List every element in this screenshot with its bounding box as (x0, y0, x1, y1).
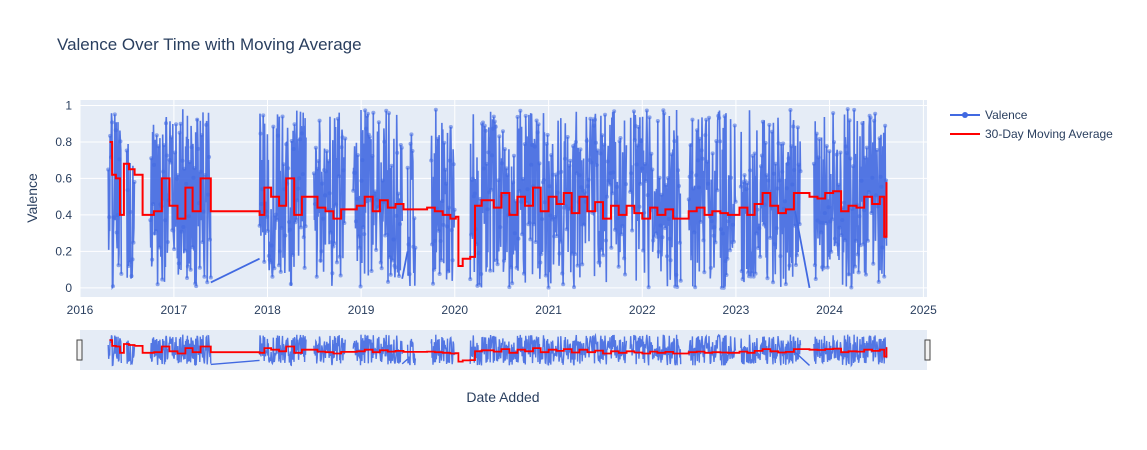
range-slider-right-handle[interactable] (924, 339, 931, 361)
valence-series (106, 107, 889, 291)
x-tick-label: 2020 (441, 303, 468, 317)
valence-connector (210, 257, 260, 284)
x-axis-ticks: 2016 2017 2018 2019 2020 2021 2022 2023 2024 2025 (67, 303, 937, 317)
slider-valence-segment (258, 334, 307, 367)
y-tick-label: 0.2 (55, 244, 72, 258)
valence-markers (405, 132, 418, 277)
valence-segment (469, 110, 628, 288)
slider-valence-segment (469, 332, 628, 366)
slider-valence-segment (149, 334, 212, 366)
legend-label-valence: Valence (985, 108, 1028, 122)
y-axis-title: Valence (24, 173, 40, 223)
valence-markers (311, 116, 348, 279)
valence-markers (257, 113, 308, 286)
slider-moving-average-line (109, 339, 888, 363)
slider-valence-segment (688, 333, 737, 366)
valence-markers (811, 107, 889, 290)
slider-valence-segment (430, 334, 456, 365)
x-axis-title: Date Added (466, 389, 539, 405)
x-tick-label: 2016 (67, 303, 94, 317)
valence-markers (124, 148, 137, 278)
x-tick-label: 2019 (348, 303, 375, 317)
x-tick-label: 2021 (535, 303, 562, 317)
legend-label-moving-average: 30-Day Moving Average (985, 127, 1113, 141)
valence-connector (794, 211, 811, 289)
range-slider-left-handle[interactable] (76, 339, 83, 361)
slider-valence-segment (313, 335, 346, 366)
valence-markers (738, 108, 803, 287)
slider-valence-connector (401, 358, 409, 365)
x-tick-label: 2024 (816, 303, 843, 317)
valence-segment (813, 109, 888, 288)
range-slider-valence-preview (107, 332, 888, 368)
valence-markers (106, 112, 124, 289)
y-tick-label: 0.6 (55, 171, 72, 185)
moving-average-series (109, 141, 888, 267)
chart-title: Valence Over Time with Moving Average (57, 35, 362, 54)
valence-markers (686, 113, 738, 290)
y-axis-ticks: 0 0.2 0.4 0.6 0.8 1 (55, 98, 72, 294)
legend: Valence 30-Day Moving Average (950, 108, 1113, 141)
y-tick-label: 0.8 (55, 135, 72, 149)
valence-markers (468, 108, 628, 290)
x-tick-label: 2025 (910, 303, 937, 317)
y-tick-label: 0.4 (55, 208, 72, 222)
x-tick-label: 2023 (723, 303, 750, 317)
valence-connector (401, 251, 409, 279)
valence-markers (628, 108, 683, 290)
range-slider-ma-preview (109, 339, 888, 363)
main-plot-area[interactable]: 00.20.40.60.81 2016 2017 2018 2019 2020 2021 2… (55, 98, 937, 317)
range-slider[interactable] (76, 330, 931, 370)
y-tick-label: 0 (65, 281, 72, 295)
x-tick-label: 2018 (254, 303, 281, 317)
valence-segment (352, 109, 403, 287)
valence-markers (429, 107, 457, 286)
legend-item-valence[interactable]: Valence (950, 108, 1028, 122)
slider-valence-connector (794, 351, 810, 366)
valence-segment (687, 110, 737, 288)
valence-segment (629, 109, 682, 288)
legend-item-moving-average[interactable]: 30-Day Moving Average (950, 127, 1113, 141)
slider-valence-connector (210, 359, 260, 366)
y-tick-label: 1 (65, 98, 72, 112)
moving-average-line (109, 141, 888, 267)
valence-markers (148, 117, 213, 289)
x-tick-label: 2022 (629, 303, 656, 317)
x-tick-label: 2017 (161, 303, 188, 317)
slider-valence-segment (352, 334, 403, 366)
valence-markers (351, 108, 404, 289)
slider-valence-segment (406, 338, 416, 366)
